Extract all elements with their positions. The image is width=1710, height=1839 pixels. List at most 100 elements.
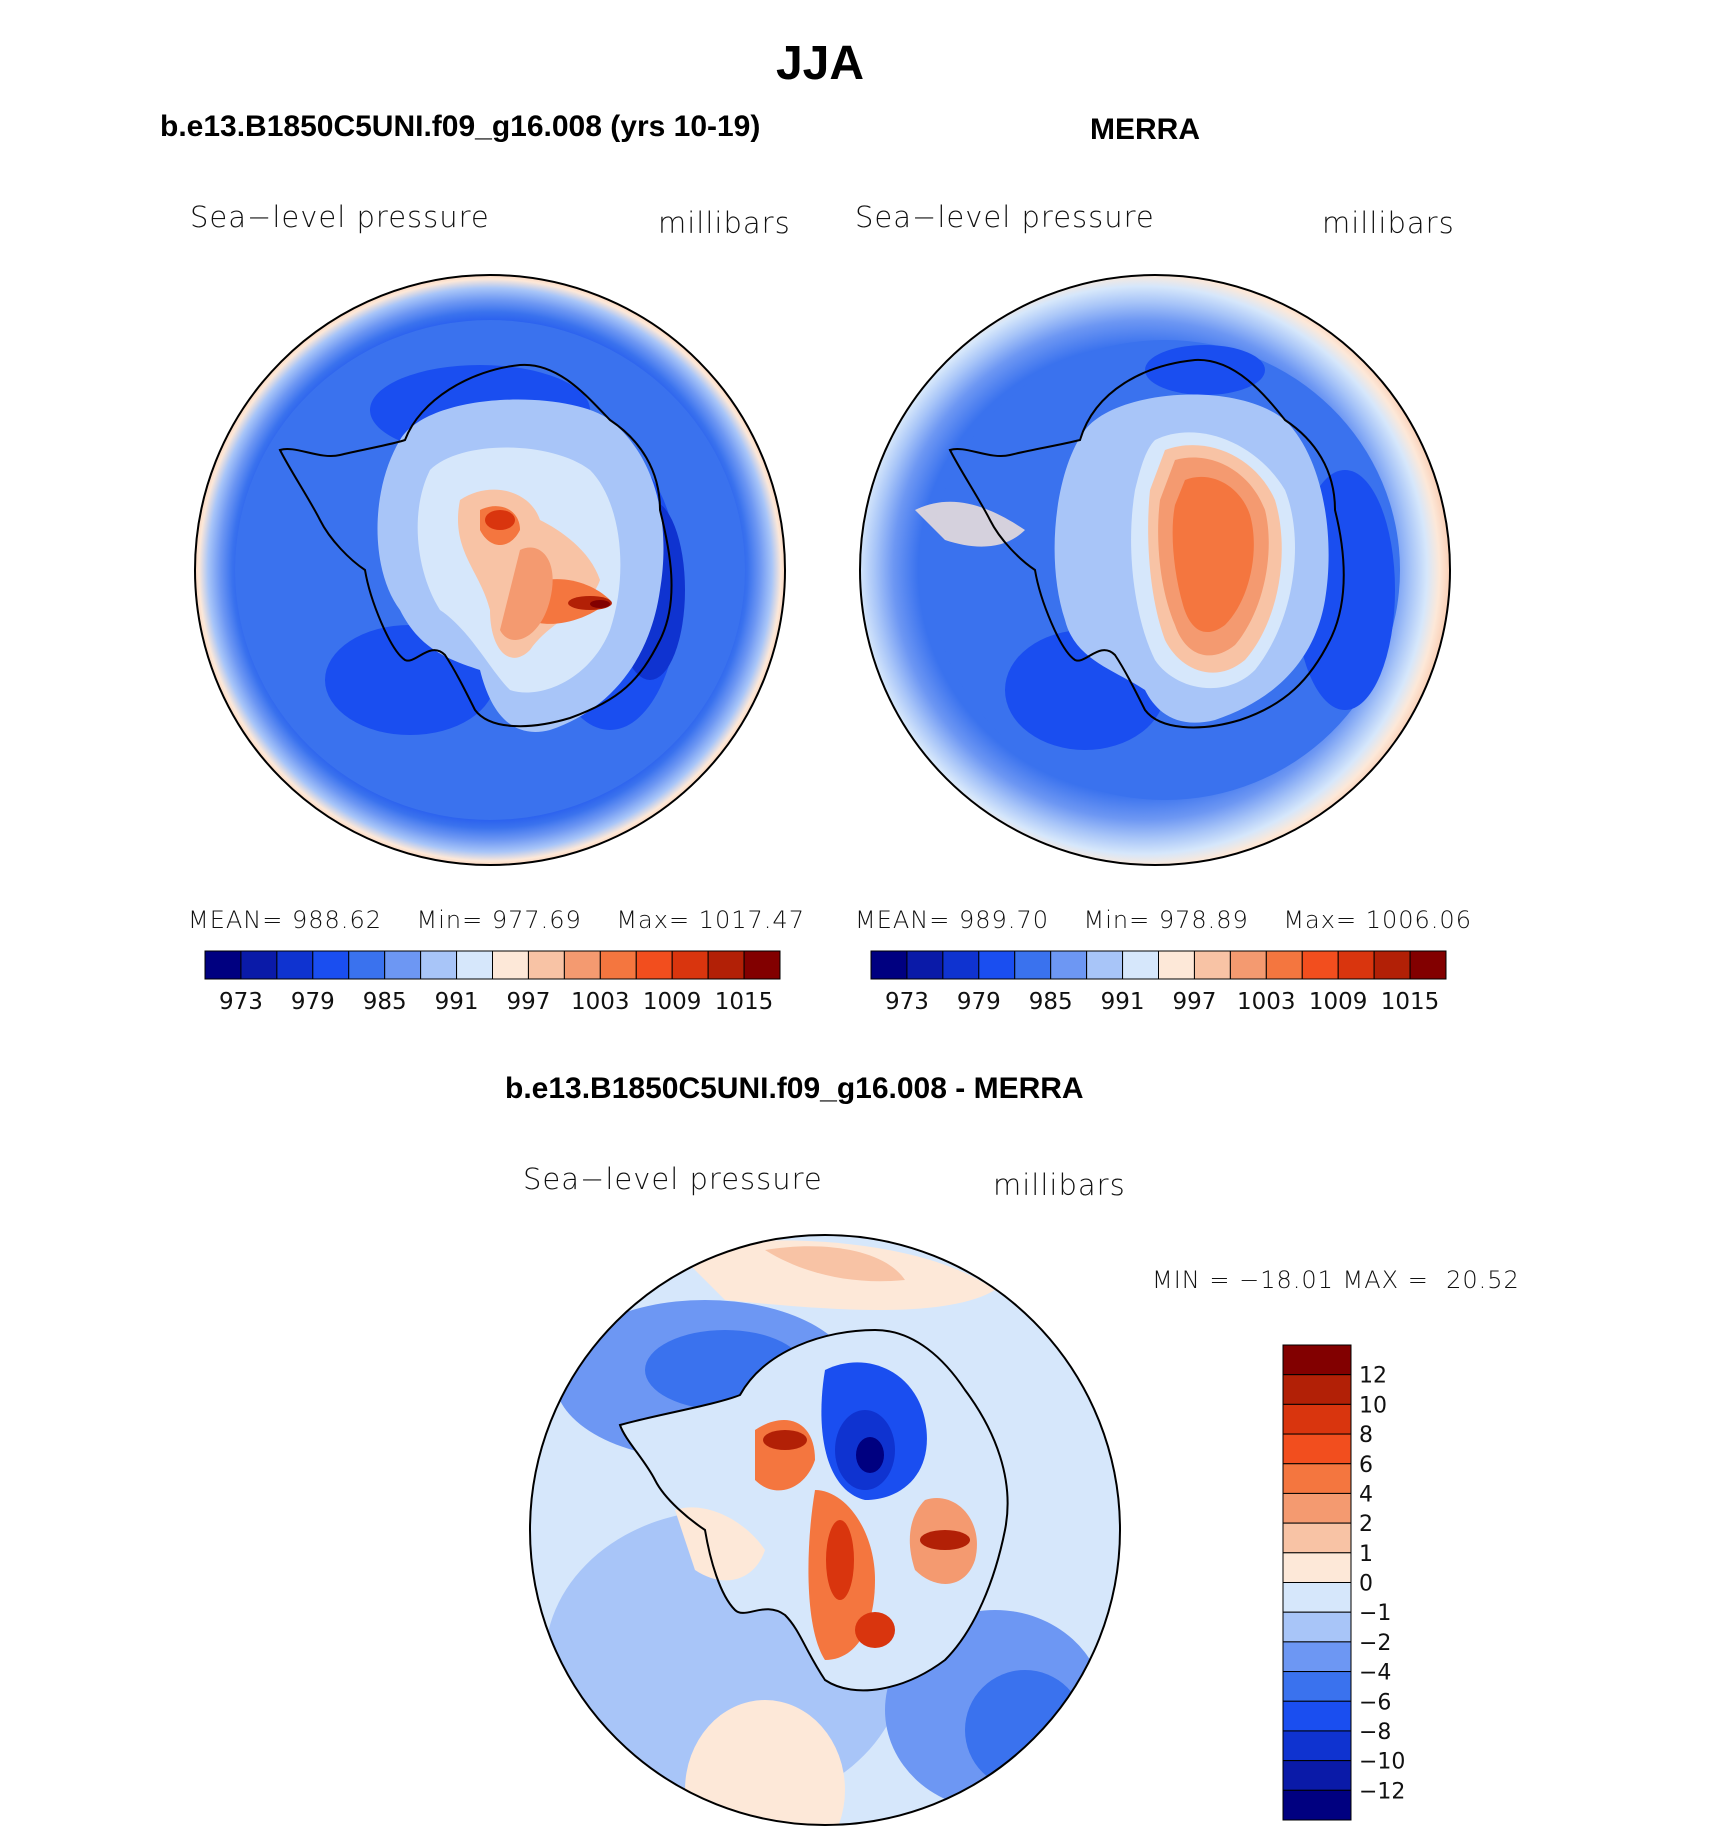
panel-1-stats: MEAN= 988.62 Min= 977.69 Max= 1017.47 xyxy=(188,906,805,934)
colorbar-tick-label: −4 xyxy=(1359,1661,1391,1686)
colorbar-tick-label: 4 xyxy=(1359,1482,1373,1507)
colorbar-tick-label: 979 xyxy=(957,989,1001,1015)
colorbar-swatch xyxy=(1373,950,1411,980)
diff-panel-minmax: MIN = −18.01 MAX = 20.52 xyxy=(1152,1266,1520,1294)
colorbar-swatch xyxy=(1409,950,1447,980)
colorbar-swatch xyxy=(1193,950,1231,980)
colorbar-tick-label: 985 xyxy=(363,989,407,1015)
colorbar-swatch xyxy=(1282,1700,1352,1732)
diff-panel-variable: Sea−level pressure xyxy=(523,1162,823,1196)
panel-2-map xyxy=(859,274,1451,866)
colorbar-swatch xyxy=(1282,1760,1352,1791)
colorbar-swatch xyxy=(707,950,745,980)
colorbar-swatch xyxy=(384,950,422,980)
colorbar-tick-label: 985 xyxy=(1029,989,1073,1015)
colorbar-tick-label: 979 xyxy=(291,989,335,1015)
antarctica-coastline xyxy=(948,358,1345,729)
colorbar-tick-label: 997 xyxy=(506,989,550,1015)
max-label: Max= xyxy=(1283,906,1358,934)
panel-1-title: b.e13.B1850C5UNI.f09_g16.008 (yrs 10-19) xyxy=(160,110,761,143)
min-value: 977.69 xyxy=(491,906,582,934)
colorbar-swatch xyxy=(635,950,673,980)
colorbar-swatch xyxy=(671,950,709,980)
colorbar-swatch xyxy=(563,950,601,980)
colorbar-tick-label: 973 xyxy=(219,989,263,1015)
panel-2-stats: MEAN= 989.70 Min= 978.89 Max= 1006.06 xyxy=(855,906,1472,934)
colorbar-tick-label: 997 xyxy=(1172,989,1216,1015)
panel-1-variable: Sea−level pressure xyxy=(190,200,490,234)
colorbar-tick-label: 1015 xyxy=(715,989,774,1015)
colorbar-swatch xyxy=(1301,950,1339,980)
colorbar-swatch xyxy=(1229,950,1267,980)
colorbar-swatch xyxy=(743,950,781,980)
diff-panel-units: millibars xyxy=(993,1168,1126,1202)
diff-panel-map xyxy=(529,1234,1121,1826)
colorbar-tick-label: 2 xyxy=(1359,1512,1373,1537)
figure-title: JJA xyxy=(775,37,865,90)
colorbar-swatch xyxy=(1282,1671,1352,1702)
colorbar-tick-label: −1 xyxy=(1359,1601,1391,1626)
colorbar-swatch xyxy=(1282,1611,1352,1643)
colorbar-swatch xyxy=(312,950,350,980)
colorbar-tick-label: 1015 xyxy=(1381,989,1440,1015)
panel-2-variable: Sea−level pressure xyxy=(855,200,1155,234)
panel-1-units: millibars xyxy=(658,206,791,240)
colorbar-swatch xyxy=(1282,1344,1352,1376)
colorbar-swatch xyxy=(276,950,314,980)
mean-value: 988.62 xyxy=(292,906,382,934)
colorbar-tick-label: −2 xyxy=(1359,1631,1391,1656)
colorbar-tick-label: −10 xyxy=(1359,1750,1405,1775)
colorbar-swatch xyxy=(906,950,944,980)
colorbar-swatch xyxy=(1282,1374,1352,1405)
mean-value: 989.70 xyxy=(959,906,1049,934)
colorbar-tick-label: 991 xyxy=(435,989,479,1015)
panel-2-title: MERRA xyxy=(1090,113,1200,146)
colorbar-tick-label: 1 xyxy=(1359,1542,1373,1567)
colorbar-swatch xyxy=(1122,950,1159,980)
colorbar-tick-label: 10 xyxy=(1359,1393,1387,1418)
colorbar-swatch xyxy=(1282,1582,1352,1613)
colorbar-swatch xyxy=(1158,950,1195,980)
colorbar-swatch xyxy=(1265,950,1303,980)
colorbar-swatch xyxy=(1282,1641,1352,1673)
colorbar-swatch xyxy=(1050,950,1088,980)
mean-label: MEAN= xyxy=(188,906,284,934)
max-value: 1006.06 xyxy=(1365,906,1472,934)
colorbar-swatch xyxy=(1337,950,1375,980)
colorbar-swatch xyxy=(492,950,529,980)
colorbar-swatch xyxy=(1014,950,1052,980)
max-value: 1017.47 xyxy=(698,906,805,934)
colorbar-swatch xyxy=(942,950,980,980)
colorbar-swatch xyxy=(1282,1403,1352,1435)
colorbar-tick-label: 973 xyxy=(885,989,929,1015)
antarctica-coastline xyxy=(618,1328,1009,1692)
colorbar-tick-label: −8 xyxy=(1359,1720,1391,1745)
colorbar-swatch xyxy=(420,950,458,980)
colorbar-swatch xyxy=(1282,1730,1352,1762)
colorbar-swatch xyxy=(1086,950,1124,980)
colorbar-swatch xyxy=(978,950,1016,980)
colorbar-swatch xyxy=(348,950,386,980)
colorbar-swatch xyxy=(1282,1552,1352,1583)
colorbar-tick-label: −12 xyxy=(1359,1779,1405,1804)
antarctica-coastline xyxy=(278,363,673,728)
colorbar-swatch xyxy=(204,950,242,980)
colorbar-tick-label: 6 xyxy=(1359,1453,1373,1478)
colorbar-swatch xyxy=(1282,1433,1352,1465)
min-label: Min= xyxy=(1083,906,1151,934)
colorbar-swatch xyxy=(1282,1492,1352,1524)
colorbar-swatch xyxy=(1282,1463,1352,1494)
max-label: Max= xyxy=(616,906,691,934)
colorbar-swatch xyxy=(599,950,637,980)
panel-2-units: millibars xyxy=(1322,206,1455,240)
colorbar-tick-label: 0 xyxy=(1359,1572,1373,1597)
colorbar-tick-label: 12 xyxy=(1359,1364,1387,1389)
mean-label: MEAN= xyxy=(855,906,951,934)
colorbar-tick-label: 991 xyxy=(1101,989,1145,1015)
colorbar-tick-label: 1003 xyxy=(571,989,630,1015)
colorbar-swatch xyxy=(527,950,565,980)
colorbar-swatch xyxy=(240,950,278,980)
colorbar-tick-label: 1009 xyxy=(1309,989,1368,1015)
diff-panel-title: b.e13.B1850C5UNI.f09_g16.008 - MERRA xyxy=(505,1072,1084,1105)
